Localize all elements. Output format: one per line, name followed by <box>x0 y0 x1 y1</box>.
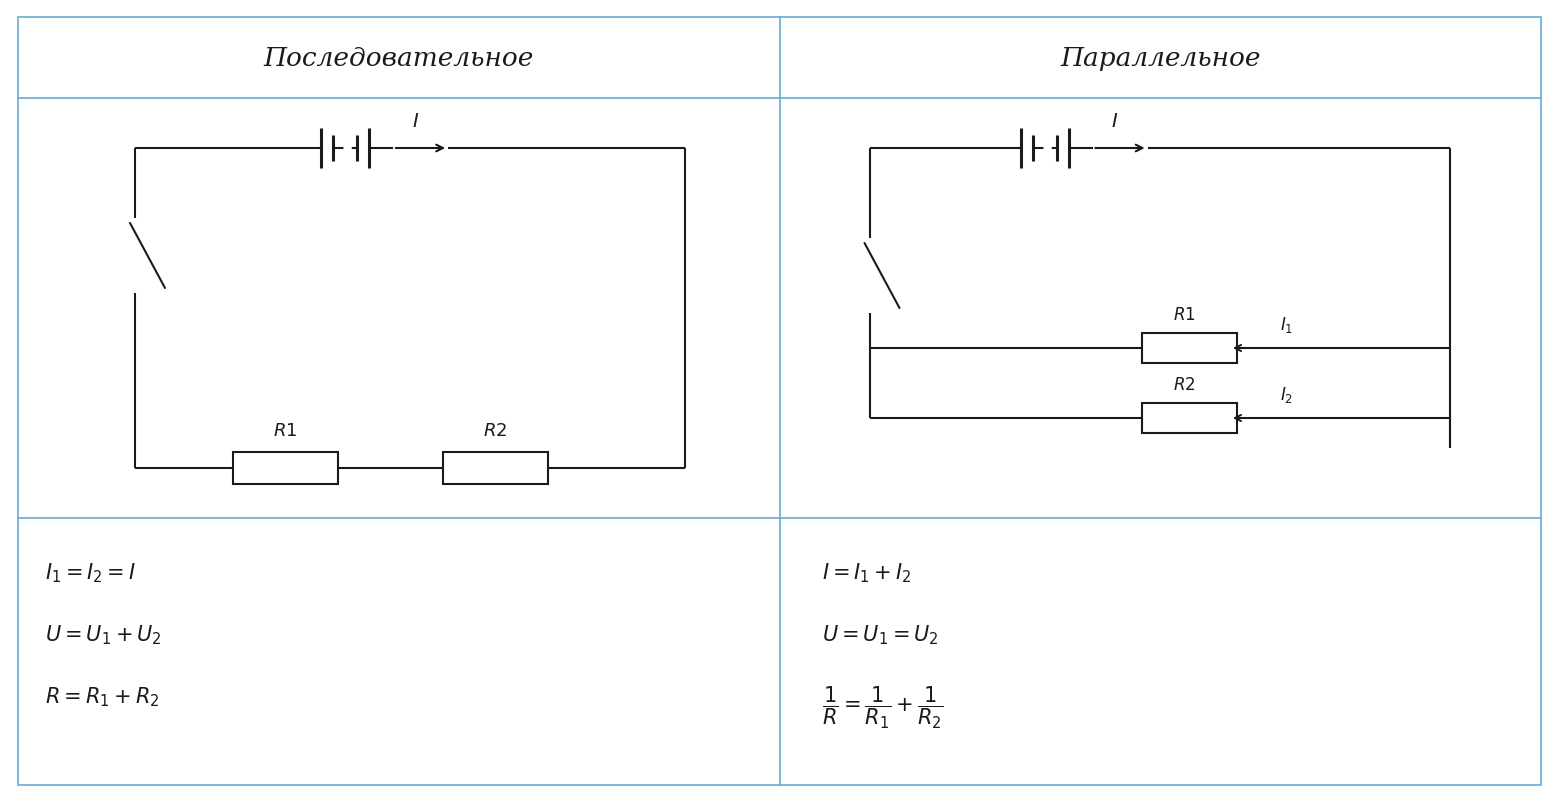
Bar <box>443 452 547 484</box>
Text: $R2$: $R2$ <box>1174 377 1196 393</box>
Text: $U = U_1 + U_2$: $U = U_1 + U_2$ <box>45 622 162 646</box>
Bar <box>232 452 337 484</box>
Text: $I$: $I$ <box>412 113 419 131</box>
Text: $\dfrac{1}{R} = \dfrac{1}{R_1} + \dfrac{1}{R_2}$: $\dfrac{1}{R} = \dfrac{1}{R_1} + \dfrac{… <box>822 684 943 730</box>
Bar <box>1143 403 1236 434</box>
Text: $I_1$: $I_1$ <box>1280 315 1294 335</box>
Text: Параллельное: Параллельное <box>1060 46 1261 71</box>
Text: $I = I_1 + I_2$: $I = I_1 + I_2$ <box>822 560 910 584</box>
Text: Последовательное: Последовательное <box>263 46 533 71</box>
Text: $R1$: $R1$ <box>1174 307 1196 324</box>
Text: $R1$: $R1$ <box>273 422 298 439</box>
Text: $U = U_1 = U_2$: $U = U_1 = U_2$ <box>822 622 939 646</box>
Text: $I_1 = I_2 = I$: $I_1 = I_2 = I$ <box>45 560 136 584</box>
Text: $R = R_1 + R_2$: $R = R_1 + R_2$ <box>45 684 159 707</box>
Text: $R2$: $R2$ <box>483 422 507 439</box>
Text: $I$: $I$ <box>1112 113 1119 131</box>
Bar <box>1143 333 1236 364</box>
Text: $I_2$: $I_2$ <box>1280 385 1292 405</box>
